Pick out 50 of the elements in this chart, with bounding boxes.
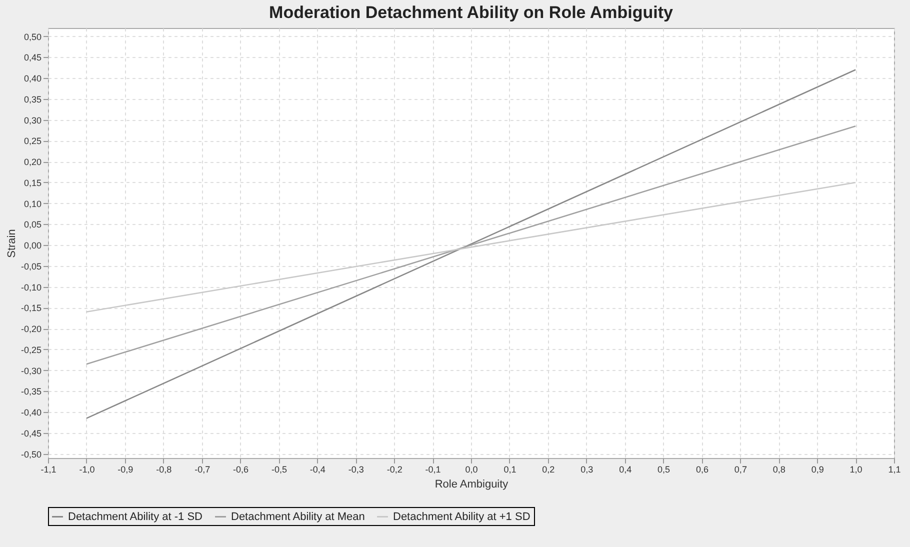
y-tick-label: -0,20 xyxy=(20,324,42,334)
x-tick-label: -1,1 xyxy=(40,464,56,474)
x-tick-label: -0,3 xyxy=(348,464,364,474)
x-tick-label: 0,5 xyxy=(658,464,670,474)
x-tick-label: 1,1 xyxy=(888,464,901,474)
y-tick-label: -0,35 xyxy=(20,386,42,397)
y-tick-label: 0,05 xyxy=(24,220,42,230)
y-tick-label: 0,45 xyxy=(24,52,42,63)
y-tick-label: 0,50 xyxy=(24,32,42,42)
x-tick-label: -0,1 xyxy=(425,464,441,474)
x-tick-label: -1,0 xyxy=(79,464,95,474)
x-tick-label: -0,9 xyxy=(118,464,134,474)
y-tick-label: 0,00 xyxy=(24,240,42,251)
chart-title: Moderation Detachment Ability on Role Ambiguity xyxy=(269,3,674,22)
y-tick-label: -0,05 xyxy=(20,261,42,272)
y-tick-label: 0,25 xyxy=(24,136,42,146)
x-tick-label: -0,5 xyxy=(271,464,287,474)
x-tick-label: -0,8 xyxy=(156,464,172,474)
x-tick-label: 0,2 xyxy=(542,464,555,474)
y-tick-label: 0,40 xyxy=(24,74,42,84)
x-tick-label: 0,1 xyxy=(504,464,516,474)
y-axis-title: Strain xyxy=(6,229,18,258)
x-tick-label: 0,4 xyxy=(619,464,632,474)
legend-label: Detachment Ability at +1 SD xyxy=(393,510,530,523)
y-tick-label: -0,15 xyxy=(20,303,42,314)
y-tick-label: -0,30 xyxy=(20,366,42,376)
x-tick-label: -0,7 xyxy=(194,464,210,474)
y-tick-label: -0,45 xyxy=(20,428,42,438)
y-tick-label: 0,10 xyxy=(24,198,42,209)
x-axis-title: Role Ambiguity xyxy=(434,478,509,490)
x-tick-label: -0,4 xyxy=(310,464,326,474)
y-tick-label: 0,20 xyxy=(24,157,42,168)
y-tick-label: 0,35 xyxy=(24,94,42,104)
y-tick-label: 0,15 xyxy=(24,178,42,188)
legend-label: Detachment Ability at Mean xyxy=(231,510,365,523)
y-tick-label: -0,40 xyxy=(20,408,42,418)
x-tick-label: 0,0 xyxy=(465,464,478,474)
x-tick-label: -0,6 xyxy=(233,464,249,474)
y-tick-label: -0,25 xyxy=(20,344,42,355)
x-tick-label: 0,6 xyxy=(696,464,708,474)
y-tick-label: -0,50 xyxy=(20,449,42,460)
legend-label: Detachment Ability at -1 SD xyxy=(68,510,203,523)
y-tick-label: 0,30 xyxy=(24,115,42,126)
x-tick-label: 1,0 xyxy=(850,464,862,474)
x-tick-label: 0,8 xyxy=(772,464,786,474)
x-tick-label: 0,7 xyxy=(734,464,747,474)
x-tick-label: 0,9 xyxy=(811,464,824,474)
y-tick-label: -0,10 xyxy=(20,282,42,292)
x-tick-label: -0,2 xyxy=(386,464,402,474)
x-tick-label: 0,3 xyxy=(580,464,594,474)
